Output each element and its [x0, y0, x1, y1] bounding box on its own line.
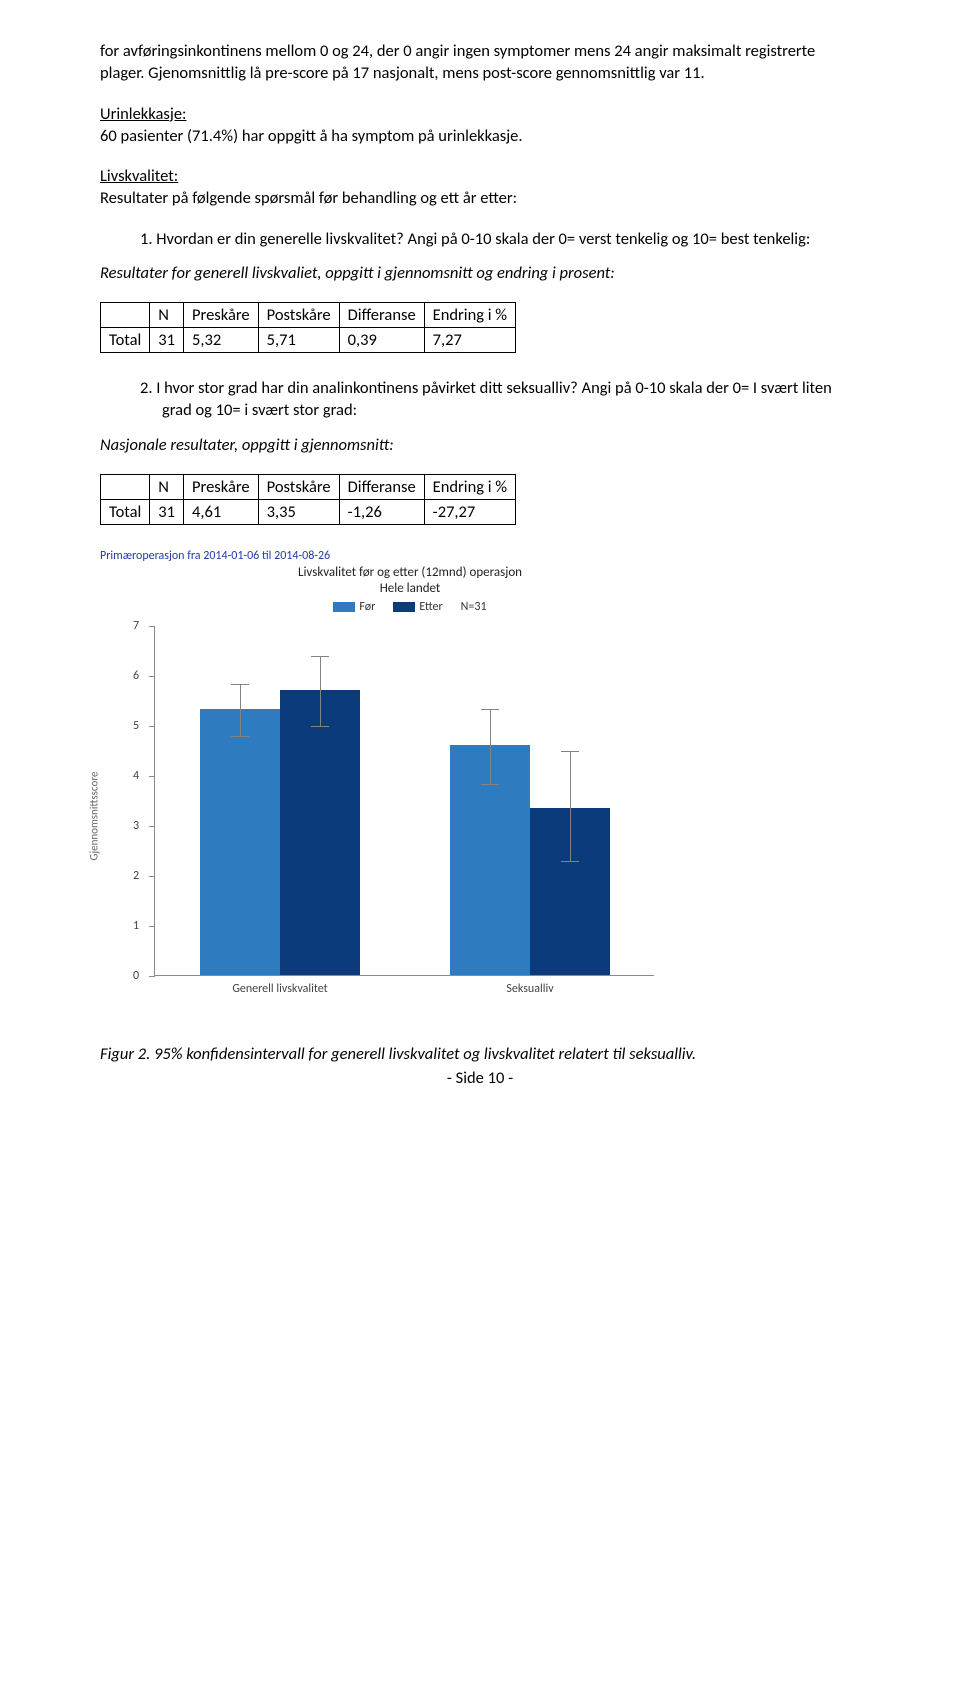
col-pre: Preskåre — [184, 474, 259, 499]
chart-title-line1: Livskvalitet før og etter (12mnd) operas… — [298, 565, 522, 580]
col-n: N — [150, 303, 184, 328]
ytick-label: 7 — [133, 619, 139, 633]
paragraph-urinlekkasje: Urinlekkasje: 60 pasienter (71.4%) har o… — [100, 103, 860, 148]
errorbar-cap — [231, 736, 249, 737]
legend-swatch-for — [333, 602, 355, 612]
text-livskvalitet-body: Resultater på følgende spørsmål før beha… — [100, 188, 517, 208]
list-item-2: 2. I hvor stor grad har din analinkontin… — [140, 377, 860, 422]
col-blank — [101, 474, 150, 499]
chart-supertitle: Primæroperasjon fra 2014-01-06 til 2014-… — [100, 549, 860, 563]
legend-item-for: Før — [333, 600, 375, 614]
cell-n: 31 — [150, 328, 184, 353]
cell-pre: 4,61 — [184, 499, 259, 524]
col-diff: Differanse — [339, 474, 424, 499]
ytick — [149, 676, 155, 677]
ytick-label: 1 — [133, 919, 139, 933]
figure-caption: Figur 2. 95% konfidensintervall for gene… — [100, 1044, 860, 1064]
xtick-label: Seksualliv — [506, 982, 553, 996]
col-chg: Endring i % — [424, 474, 515, 499]
legend-n: N=31 — [461, 600, 487, 614]
chart-title: Livskvalitet før og etter (12mnd) operas… — [130, 565, 690, 596]
ytick — [149, 776, 155, 777]
errorbar — [240, 684, 241, 737]
cell-chg: 7,27 — [424, 328, 515, 353]
legend-label-for: Før — [359, 600, 375, 614]
col-chg: Endring i % — [424, 303, 515, 328]
heading-livskvalitet: Livskvalitet: — [100, 166, 178, 186]
paragraph-intro: for avføringsinkontinens mellom 0 og 24,… — [100, 40, 860, 85]
cell-pre: 5,32 — [184, 328, 259, 353]
ytick-label: 5 — [133, 719, 139, 733]
chart-ylabel: Gjennomsnittsscore — [88, 772, 101, 861]
errorbar — [570, 751, 571, 861]
bar-etter — [280, 690, 360, 976]
legend-swatch-etter — [393, 602, 415, 612]
errorbar-cap — [561, 861, 579, 862]
heading-urinlekkasje: Urinlekkasje: — [100, 104, 186, 124]
chart-title-line2: Hele landet — [380, 581, 441, 596]
errorbar-cap — [311, 656, 329, 657]
ytick-label: 2 — [133, 869, 139, 883]
ytick-label: 3 — [133, 819, 139, 833]
cell-post: 3,35 — [258, 499, 339, 524]
cell-total-label: Total — [101, 499, 150, 524]
table-row: Total 31 5,32 5,71 0,39 7,27 — [101, 328, 516, 353]
ytick-label: 6 — [133, 669, 139, 683]
ytick-label: 4 — [133, 769, 139, 783]
col-post: Postskåre — [258, 303, 339, 328]
errorbar — [320, 656, 321, 726]
ytick — [149, 926, 155, 927]
subheading-results-2: Nasjonale resultater, oppgitt i gjennoms… — [100, 434, 860, 456]
errorbar-cap — [481, 709, 499, 710]
cell-diff: 0,39 — [339, 328, 424, 353]
cell-post: 5,71 — [258, 328, 339, 353]
table-header-row: N Preskåre Postskåre Differanse Endring … — [101, 474, 516, 499]
legend-item-etter: Etter — [393, 600, 442, 614]
xtick-label: Generell livskvalitet — [232, 982, 327, 996]
ytick — [149, 976, 155, 977]
text-urinlekkasje-body: 60 pasienter (71.4%) har oppgitt å ha sy… — [100, 126, 523, 146]
col-blank — [101, 303, 150, 328]
cell-total-label: Total — [101, 328, 150, 353]
cell-chg: -27,27 — [424, 499, 515, 524]
errorbar-cap — [481, 784, 499, 785]
table-header-row: N Preskåre Postskåre Differanse Endring … — [101, 303, 516, 328]
col-pre: Preskåre — [184, 303, 259, 328]
legend-label-etter: Etter — [419, 600, 442, 614]
cell-diff: -1,26 — [339, 499, 424, 524]
chart-legend: Før Etter N=31 — [130, 600, 690, 614]
cell-n: 31 — [150, 499, 184, 524]
page-footer: - Side 10 - — [100, 1068, 860, 1088]
ytick — [149, 626, 155, 627]
chart-area: Gjennomsnittsscore 01234567Generell livs… — [120, 616, 680, 1016]
ytick — [149, 876, 155, 877]
errorbar-cap — [231, 684, 249, 685]
list-item-1: 1. Hvordan er din generelle livskvalitet… — [140, 228, 860, 250]
table-results-1: N Preskåre Postskåre Differanse Endring … — [100, 302, 516, 353]
bar-for — [200, 709, 280, 975]
subheading-results-1: Resultater for generell livskvaliet, opp… — [100, 262, 860, 284]
table-row: Total 31 4,61 3,35 -1,26 -27,27 — [101, 499, 516, 524]
chart-container: Primæroperasjon fra 2014-01-06 til 2014-… — [100, 549, 860, 1016]
errorbar — [490, 709, 491, 784]
ytick-label: 0 — [133, 969, 139, 983]
table-results-2: N Preskåre Postskåre Differanse Endring … — [100, 474, 516, 525]
ytick — [149, 826, 155, 827]
ytick — [149, 726, 155, 727]
chart-plot: 01234567Generell livskvalitetSeksualliv — [154, 626, 654, 976]
paragraph-livskvalitet: Livskvalitet: Resultater på følgende spø… — [100, 165, 860, 210]
errorbar-cap — [561, 751, 579, 752]
errorbar-cap — [311, 726, 329, 727]
col-post: Postskåre — [258, 474, 339, 499]
col-n: N — [150, 474, 184, 499]
col-diff: Differanse — [339, 303, 424, 328]
